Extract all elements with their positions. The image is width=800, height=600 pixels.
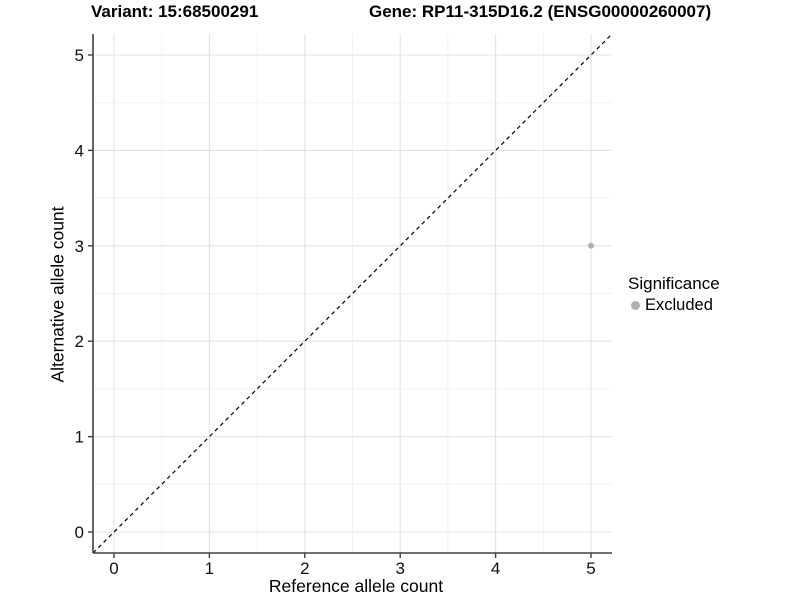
x-tick-label: 2 [300, 559, 309, 578]
y-tick-label: 5 [75, 46, 84, 65]
legend-entry-label: Excluded [645, 296, 713, 314]
identity-dashed-line [92, 33, 613, 554]
legend: Significance Excluded [628, 274, 720, 315]
y-tick-label: 1 [75, 428, 84, 447]
x-axis-title: Reference allele count [268, 576, 444, 596]
y-tick-label: 4 [75, 141, 84, 160]
legend-title: Significance [628, 274, 720, 293]
y-tick-label: 0 [75, 523, 84, 542]
y-tick-label: 3 [75, 237, 84, 256]
x-tick-label: 0 [109, 559, 118, 578]
legend-entry-excluded: Excluded [628, 296, 720, 315]
legend-point-icon [631, 301, 640, 310]
x-tick-label: 5 [586, 559, 595, 578]
x-tick-label: 4 [491, 559, 500, 578]
y-tick-label: 2 [75, 332, 84, 351]
data-point [588, 242, 595, 249]
x-tick-label: 1 [205, 559, 214, 578]
plot-title-variant: Variant: 15:68500291 [91, 2, 259, 21]
plot-title-gene: Gene: RP11-315D16.2 (ENSG00000260007) [369, 2, 712, 21]
x-tick-label: 3 [395, 559, 404, 578]
y-axis-title: Alternative allele count [47, 206, 68, 383]
